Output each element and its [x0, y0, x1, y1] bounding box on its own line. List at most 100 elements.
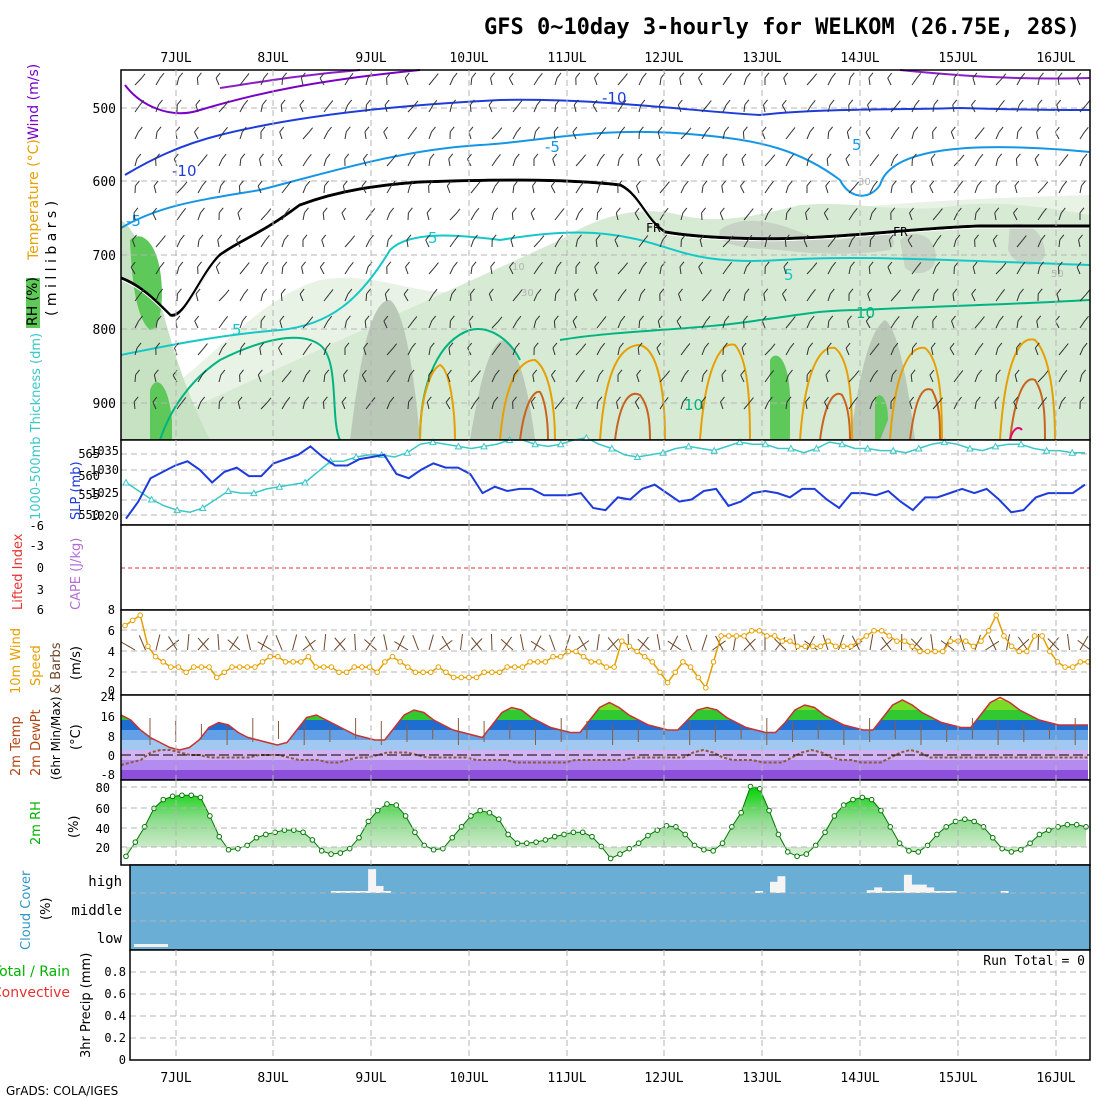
upper-wind-barb	[281, 77, 284, 86]
upper-wind-barb	[637, 158, 640, 167]
upper-wind-barb-flag	[158, 288, 164, 295]
upper-wind-barb	[910, 374, 913, 383]
wind-barb	[441, 635, 451, 651]
upper-wind-barb	[994, 212, 997, 221]
upper-wind-barb-flag	[657, 126, 663, 133]
upper-wind-barb	[614, 239, 619, 248]
upper-wind-barb	[155, 320, 158, 329]
upper-wind-barb-flag	[640, 288, 646, 295]
upper-wind-barb	[405, 266, 409, 275]
wind-speed-point	[909, 643, 916, 650]
upper-wind-barb-flag	[404, 72, 410, 79]
upper-wind-barb-flag	[516, 315, 522, 322]
upper-wind-barb-flag	[978, 153, 984, 160]
upper-wind-barb	[1058, 348, 1065, 356]
upper-wind-barb-flag	[539, 235, 545, 242]
upper-wind-barb-flag	[325, 153, 331, 160]
upper-wind-barb-flag	[285, 396, 291, 403]
upper-wind-barb	[594, 266, 598, 275]
upper-wind-barb	[679, 77, 682, 86]
upper-wind-barb	[806, 78, 814, 86]
upper-wind-barb	[215, 266, 220, 275]
upper-wind-barb	[365, 266, 369, 275]
upper-wind-barb	[260, 104, 263, 113]
upper-wind-barb	[404, 77, 409, 86]
wind-speed-point	[275, 653, 281, 660]
rh-point	[216, 833, 223, 840]
upper-wind-barb	[722, 267, 729, 275]
upper-wind-barb	[596, 185, 600, 194]
upper-wind-barb-flag	[494, 180, 500, 187]
rh-point	[999, 845, 1005, 852]
upper-wind-barb-flag	[891, 180, 897, 187]
upper-wind-barb-flag	[974, 234, 979, 241]
upper-wind-barb-flag	[623, 73, 628, 79]
upper-wind-barb	[134, 105, 141, 113]
upper-wind-barb	[741, 158, 745, 167]
upper-wind-barb-flag	[152, 207, 158, 214]
upper-wind-barb-flag	[812, 73, 818, 79]
wind-speed-point	[137, 612, 144, 618]
upper-wind-barb	[365, 213, 372, 221]
upper-wind-barb-flag	[513, 180, 519, 187]
upper-wind-barb-flag	[536, 99, 542, 106]
upper-wind-barb	[785, 374, 789, 383]
wind-speed-point	[313, 664, 319, 670]
wind-speed-point	[680, 659, 686, 665]
upper-wind-barb-flag	[725, 288, 731, 295]
upper-wind-barb-flag	[412, 316, 418, 322]
upper-wind-barb	[197, 185, 203, 194]
wind-speed-point	[1069, 664, 1076, 670]
wind-speed-point	[160, 659, 167, 665]
upper-wind-barb	[1037, 402, 1044, 410]
upper-wind-barb-flag	[746, 261, 751, 268]
upper-wind-barb-flag	[533, 342, 539, 349]
thickness-tick: 560	[78, 469, 100, 483]
upper-wind-barb-flag	[1019, 288, 1024, 295]
upper-wind-barb	[659, 212, 665, 221]
rh-point	[318, 848, 325, 854]
upper-wind-barb	[218, 347, 223, 356]
upper-wind-barb	[152, 401, 157, 410]
wind-barb	[168, 636, 178, 651]
upper-wind-barb	[491, 159, 497, 167]
ylabel-convective: Convective	[0, 985, 70, 1001]
upper-wind-barb-flag	[161, 235, 166, 241]
thickness-point	[1017, 440, 1025, 448]
upper-wind-barb	[470, 212, 476, 221]
upper-wind-barb-flag	[851, 234, 857, 241]
pressure-tick: 500	[93, 102, 116, 117]
upper-wind-barb-flag	[643, 235, 649, 241]
upper-wind-barb-flag	[867, 288, 873, 295]
upper-wind-barb-flag	[363, 342, 369, 349]
upper-wind-barb-flag	[265, 235, 270, 241]
ylabel-millibars: ( m i l l i b a r s )	[44, 201, 60, 316]
cloud-high-bar	[375, 886, 384, 893]
upper-wind-barb	[657, 131, 661, 140]
wind-speed-point	[1001, 633, 1007, 639]
upper-wind-barb-flag	[308, 316, 314, 323]
upper-wind-barb	[743, 213, 750, 221]
upper-wind-barb-flag	[786, 396, 792, 403]
wind-speed-point	[802, 643, 809, 650]
upper-wind-barb	[971, 293, 976, 302]
upper-wind-barb-flag	[428, 180, 433, 187]
upper-wind-barb-flag	[1061, 396, 1066, 403]
wind-speed-point	[848, 643, 854, 650]
upper-wind-barb	[659, 239, 664, 248]
upper-wind-barb	[554, 213, 561, 221]
date-label-bottom: 9JUL	[355, 1071, 386, 1086]
upper-wind-barb-flag	[139, 100, 145, 106]
precip-tick: 0	[119, 1053, 126, 1067]
thickness-point	[122, 478, 130, 486]
upper-wind-barb	[302, 185, 307, 194]
wind-speed-point	[939, 648, 946, 655]
upper-wind-barb-flag	[620, 126, 626, 133]
upper-wind-barb-flag	[198, 234, 204, 241]
upper-wind-barb-flag	[366, 288, 372, 295]
upper-wind-barb	[638, 293, 642, 302]
upper-wind-barb	[974, 347, 980, 356]
wind-barb	[227, 639, 241, 651]
rh-point	[290, 827, 297, 833]
upper-wind-barb-flag	[533, 153, 539, 160]
